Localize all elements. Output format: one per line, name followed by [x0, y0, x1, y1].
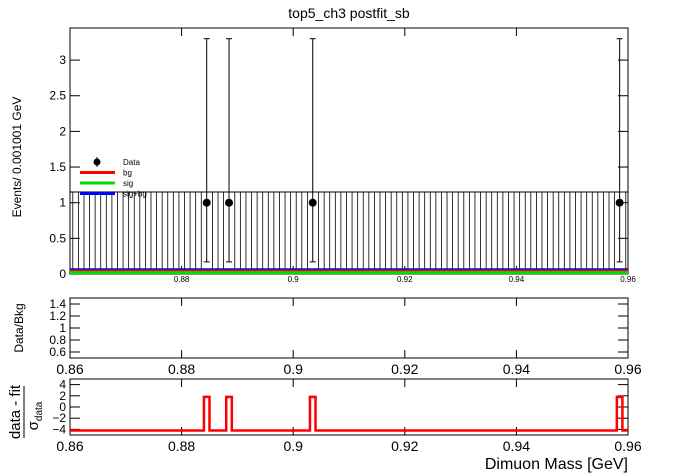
- data-point: [308, 38, 317, 263]
- y-tick-label: 2: [59, 389, 66, 403]
- main-y-axis-label: Events/ 0.001001 GeV: [10, 97, 24, 218]
- pull-y-label-subscript: data: [34, 401, 45, 421]
- x-tick-label: 0.88: [168, 438, 195, 454]
- chart-title: top5_ch3 postfit_sb: [288, 5, 410, 21]
- y-tick-label: 1: [59, 321, 66, 335]
- y-tick-label: 0.6: [49, 345, 66, 359]
- legend-label: sig+bg: [123, 190, 147, 199]
- x-tick-label: 0.88: [174, 275, 190, 284]
- main-panel: 0.88 0.9 0.92 0.94 0.9600.511.522.53Databgsi…: [49, 27, 636, 284]
- y-tick-label: 0: [59, 267, 66, 281]
- pull-y-label-denominator: σdata: [25, 401, 45, 430]
- x-tick-label: 0.94: [503, 361, 530, 377]
- ratio-y-axis-label: Data/Bkg: [12, 303, 26, 352]
- x-tick-label: 0.92: [397, 275, 413, 284]
- legend-label: bg: [123, 169, 132, 178]
- pull-y-label-sigma: σ: [25, 420, 42, 430]
- x-tick-label: 0.86: [56, 438, 83, 454]
- pull-y-axis-label: data - fit σdata: [7, 384, 45, 439]
- x-tick-label: 0.94: [503, 438, 530, 454]
- x-tick-label: 0.96: [614, 438, 641, 454]
- legend-label: sig: [123, 179, 133, 188]
- plot-frame: [69, 378, 629, 436]
- data-point-marker: [615, 198, 624, 207]
- y-tick-label: 3: [59, 53, 66, 67]
- x-tick-label: 0.92: [391, 361, 418, 377]
- y-tick-label: 0.8: [49, 333, 66, 347]
- x-tick-label: 0.9: [283, 361, 303, 377]
- plot-frame: [69, 27, 629, 275]
- y-tick-label: 2: [59, 124, 66, 138]
- x-tick-label: 0.9: [288, 275, 300, 284]
- x-tick-label: 0.88: [168, 361, 195, 377]
- y-tick-label: −2: [52, 411, 66, 425]
- plot-frame: [69, 297, 629, 359]
- x-tick-label: 0.94: [509, 275, 525, 284]
- y-tick-label: 0: [59, 400, 66, 414]
- x-tick-label: 0.96: [620, 275, 636, 284]
- data-point: [225, 38, 234, 263]
- y-tick-label: 4: [59, 378, 66, 392]
- x-tick-label: 0.96: [614, 361, 641, 377]
- y-tick-label: 1.2: [49, 309, 66, 323]
- x-axis-label: Dimuon Mass [GeV]: [485, 456, 628, 473]
- data-point-marker: [202, 198, 211, 207]
- y-tick-label: 1.5: [49, 160, 66, 174]
- x-tick-label: 0.86: [56, 361, 83, 377]
- y-tick-label: 0.5: [49, 231, 66, 245]
- x-tick-label: 0.92: [391, 438, 418, 454]
- x-tick-label: 0.9: [283, 438, 303, 454]
- y-tick-label: 2.5: [49, 89, 66, 103]
- ratio-panel: 0.86 0.88 0.9 0.92 0.94 0.96 0.60.811.21.4: [49, 297, 642, 377]
- pull-series-line: [70, 395, 628, 432]
- data-point-marker: [225, 198, 234, 207]
- pull-y-label-numerator: data - fit: [7, 384, 24, 439]
- legend-label: Data: [123, 158, 140, 167]
- data-point: [202, 38, 211, 263]
- empty-bin-error-bars: [72, 192, 627, 274]
- y-tick-label: 1.4: [49, 297, 66, 311]
- data-point-marker: [308, 198, 317, 207]
- data-point: [615, 38, 624, 263]
- y-tick-label: 1: [59, 196, 66, 210]
- y-tick-label: −4: [52, 422, 66, 436]
